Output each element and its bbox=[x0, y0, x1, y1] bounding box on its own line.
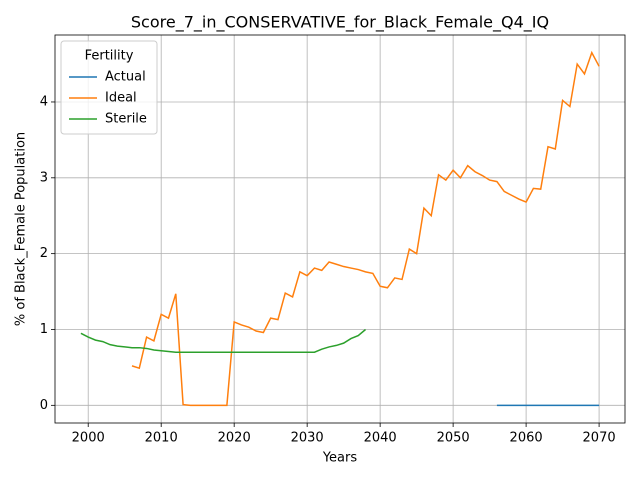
axes-frame bbox=[54, 34, 626, 424]
legend-title: Fertility bbox=[85, 49, 134, 64]
legend-label: Actual bbox=[105, 70, 146, 85]
y-tick-label: 1 bbox=[40, 322, 48, 337]
legend-box bbox=[60, 40, 158, 135]
grid bbox=[55, 35, 625, 423]
y-axis-label: % of Black_Female Population bbox=[14, 132, 29, 326]
legend-label: Sterile bbox=[105, 112, 147, 127]
x-tick-label: 2000 bbox=[72, 431, 105, 446]
y-tick-label: 2 bbox=[40, 246, 48, 261]
y-tick-label: 3 bbox=[40, 170, 48, 185]
x-axis-label: Years bbox=[322, 451, 358, 466]
legend: Fertility Actual Ideal Sterile bbox=[60, 40, 158, 135]
y-tick-label: 4 bbox=[40, 94, 48, 109]
x-tick-label: 2010 bbox=[145, 431, 178, 446]
x-tick-label: 2060 bbox=[510, 431, 543, 446]
plot-lines bbox=[80, 50, 600, 407]
x-tick-label: 2020 bbox=[218, 431, 251, 446]
legend-label: Ideal bbox=[105, 91, 137, 106]
x-tick-label: 2030 bbox=[291, 431, 324, 446]
chart-title: Score_7_in_CONSERVATIVE_for_Black_Female… bbox=[131, 13, 549, 33]
y-tick-label: 0 bbox=[40, 398, 48, 413]
data-line bbox=[131, 50, 600, 407]
x-tick-label: 2040 bbox=[364, 431, 397, 446]
x-tick-label: 2070 bbox=[583, 431, 616, 446]
data-line bbox=[80, 328, 367, 353]
x-tick-label: 2050 bbox=[437, 431, 470, 446]
